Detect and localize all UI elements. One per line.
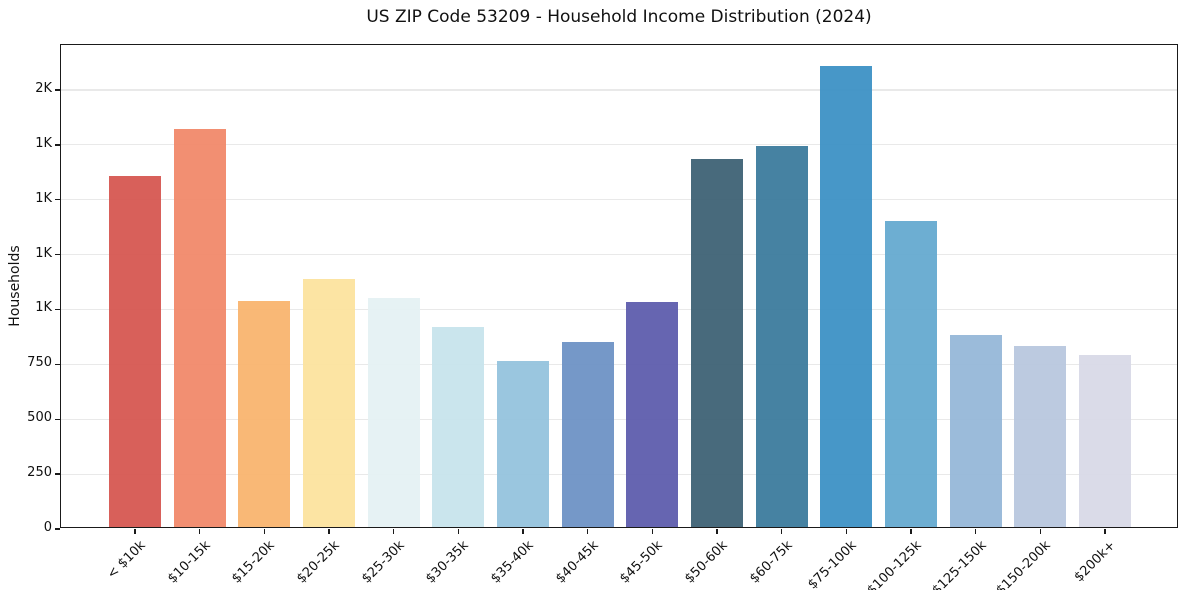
x-tick-mark: [780, 529, 783, 534]
y-tick-mark: [55, 308, 60, 311]
y-tick-label: 250: [27, 465, 52, 481]
x-tick-label: $15-20k: [229, 538, 278, 587]
x-tick-label: $150-200k: [993, 538, 1054, 590]
y-tick-label: 2K: [35, 80, 52, 96]
bar: [303, 278, 355, 527]
x-tick-mark: [263, 529, 266, 534]
gridline: [61, 308, 1177, 311]
gridline: [61, 254, 1177, 256]
bar: [497, 361, 549, 527]
x-tick-label: $40-45k: [552, 538, 602, 587]
gridline: [61, 144, 1177, 146]
y-tick-mark: [55, 528, 60, 530]
y-tick-label: 750: [27, 355, 52, 371]
y-tick-mark: [55, 199, 60, 201]
x-tick-label: $75-100k: [805, 538, 860, 590]
x-tick-mark: [457, 529, 460, 534]
bar: [1079, 354, 1131, 527]
x-tick-label: $35-40k: [488, 538, 537, 587]
x-tick-label: $45-50k: [617, 538, 666, 587]
y-tick-label: 1K: [35, 190, 52, 206]
bar: [949, 334, 1002, 527]
bar: [885, 220, 937, 527]
x-tick-mark: [586, 529, 589, 534]
bar: [238, 300, 291, 527]
bar: [109, 175, 161, 527]
bar: [561, 341, 614, 527]
bar: [626, 302, 679, 527]
x-tick-mark: [910, 529, 912, 534]
x-tick-label: $25-30k: [358, 538, 408, 587]
x-tick-mark: [1104, 529, 1106, 534]
x-tick-mark: [198, 529, 201, 534]
gridline: [61, 473, 1177, 475]
x-tick-mark: [651, 529, 654, 534]
x-tick-mark: [1039, 529, 1042, 534]
x-tick-label: $60-75k: [746, 538, 796, 587]
x-tick-label: $200k+: [1071, 538, 1119, 586]
x-tick-mark: [716, 529, 718, 534]
y-tick-label: 1K: [35, 135, 52, 151]
y-tick-mark: [55, 144, 60, 146]
gridline: [61, 363, 1177, 365]
x-tick-label: $20-25k: [294, 538, 343, 587]
plot-area: [55, 44, 1178, 534]
x-tick-label: $30-35k: [423, 538, 472, 587]
x-tick-label: $10-15k: [164, 538, 214, 587]
bar: [755, 146, 808, 527]
y-tick-label: 1K: [35, 245, 52, 261]
x-tick-label: $50-60k: [682, 538, 731, 587]
x-tick-mark: [845, 529, 848, 534]
y-tick-mark: [55, 363, 60, 366]
x-tick-mark: [392, 529, 395, 534]
y-tick-mark: [55, 418, 60, 420]
bar: [820, 66, 873, 527]
x-tick-mark: [974, 529, 977, 534]
y-tick-mark: [55, 89, 60, 91]
bar: [173, 128, 226, 527]
y-tick-mark: [55, 473, 60, 475]
x-tick-mark: [522, 529, 524, 534]
chart-title: US ZIP Code 53209 - Household Income Dis…: [366, 7, 872, 27]
x-tick-label: $125-150k: [929, 538, 990, 590]
x-tick-label: < $10k: [104, 538, 149, 583]
gridline: [61, 199, 1177, 201]
x-tick-mark: [134, 529, 136, 534]
y-tick-mark: [55, 253, 60, 256]
y-tick-label: 500: [27, 410, 52, 426]
gridline: [61, 89, 1177, 91]
y-tick-label: 1K: [35, 300, 52, 316]
bar: [367, 297, 420, 527]
y-tick-label: 0: [43, 520, 52, 535]
bar: [1014, 345, 1067, 527]
x-tick-mark: [328, 529, 330, 534]
x-tick-label: $100-125k: [864, 538, 925, 590]
gridline: [61, 418, 1177, 420]
bar: [432, 327, 485, 527]
bar: [691, 159, 743, 527]
